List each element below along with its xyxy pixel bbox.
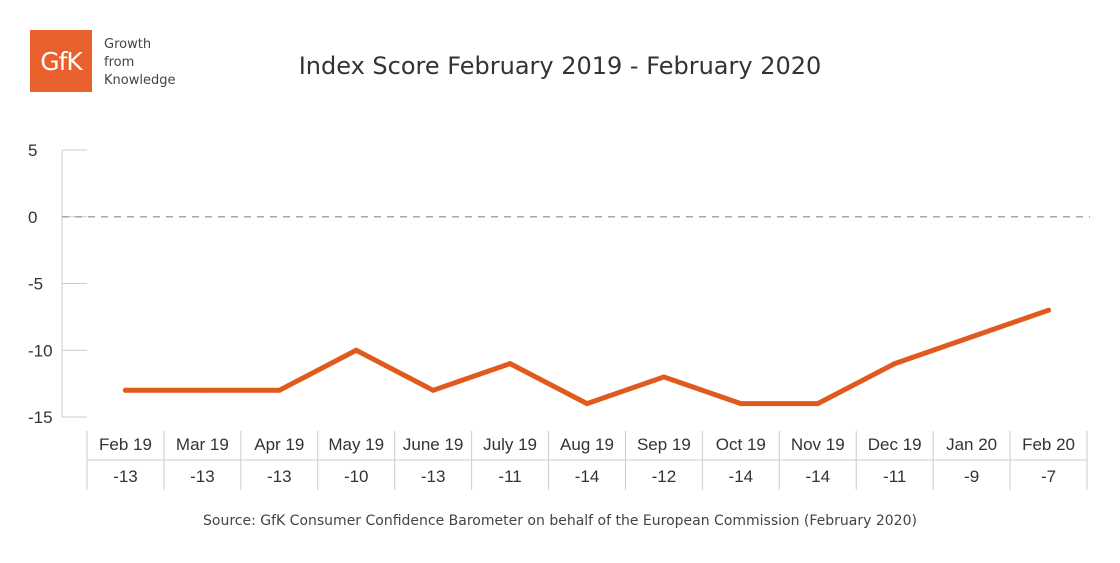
logo-tagline-line: Knowledge (104, 73, 176, 88)
logo-tagline-line: Growth (104, 37, 152, 52)
x-tick-label: Oct 19 (716, 435, 766, 454)
data-table-value: -11 (883, 467, 906, 486)
data-table-value: -14 (805, 467, 830, 486)
data-table-value: -13 (421, 467, 446, 486)
x-tick-label: June 19 (403, 435, 464, 454)
x-tick-label: Aug 19 (560, 435, 614, 454)
y-tick-label: -5 (28, 275, 43, 294)
logo-tagline: Growth from Knowledge (104, 36, 214, 90)
axes: 5 0 -5 -10 -15 (28, 141, 1090, 427)
data-point (507, 361, 513, 367)
series-line (122, 307, 1052, 407)
data-point (1046, 307, 1052, 313)
data-table-value: -11 (498, 467, 521, 486)
data-table-value: -13 (113, 467, 138, 486)
data-point (430, 387, 436, 393)
data-point (738, 401, 744, 407)
data-table-value: -13 (267, 467, 292, 486)
data-table-value: -12 (652, 467, 677, 486)
chart-title: Index Score February 2019 - February 202… (298, 52, 822, 80)
y-tick-label: -15 (28, 408, 53, 427)
y-tick-label: 0 (28, 208, 37, 227)
x-tick-label: Jan 20 (946, 435, 997, 454)
source-note: Source: GfK Consumer Confidence Baromete… (203, 513, 917, 529)
series-layer (122, 307, 1052, 407)
logo-tagline-line: from (104, 55, 135, 70)
x-tick-label: Apr 19 (254, 435, 304, 454)
data-table-value: -7 (1041, 467, 1056, 486)
data-point (276, 387, 282, 393)
data-point (584, 401, 590, 407)
data-point (892, 361, 898, 367)
x-tick-label: Mar 19 (176, 435, 229, 454)
y-tick-label: -10 (28, 341, 53, 360)
logo-mark: GfK (40, 46, 83, 76)
x-tick-label: May 19 (328, 435, 384, 454)
data-point (122, 387, 128, 393)
gfk-logo: GfK (30, 30, 92, 92)
y-tick-label: 5 (28, 141, 37, 160)
data-point (969, 334, 975, 340)
data-point (353, 347, 359, 353)
x-tick-label: Nov 19 (791, 435, 845, 454)
data-table-value: -14 (729, 467, 754, 486)
data-point (199, 387, 205, 393)
data-table-value: -10 (344, 467, 369, 486)
x-tick-label: Sep 19 (637, 435, 691, 454)
data-point (815, 401, 821, 407)
x-tick-label: July 19 (483, 435, 537, 454)
data-point (661, 374, 667, 380)
data-table: Feb 19 -13 Mar 19 -13 Apr 19 -13 May 19 -10 June… (86, 431, 1088, 490)
data-table-value: -9 (964, 467, 979, 486)
x-tick-label: Feb 20 (1022, 435, 1075, 454)
x-tick-label: Feb 19 (99, 435, 152, 454)
data-table-value: -14 (575, 467, 600, 486)
data-table-value: -13 (190, 467, 215, 486)
x-tick-label: Dec 19 (868, 435, 922, 454)
line-chart: 5 0 -5 -10 -15 Feb 19 -13 Mar 19 -13 Apr 19 -13 Ma… (28, 141, 1090, 490)
